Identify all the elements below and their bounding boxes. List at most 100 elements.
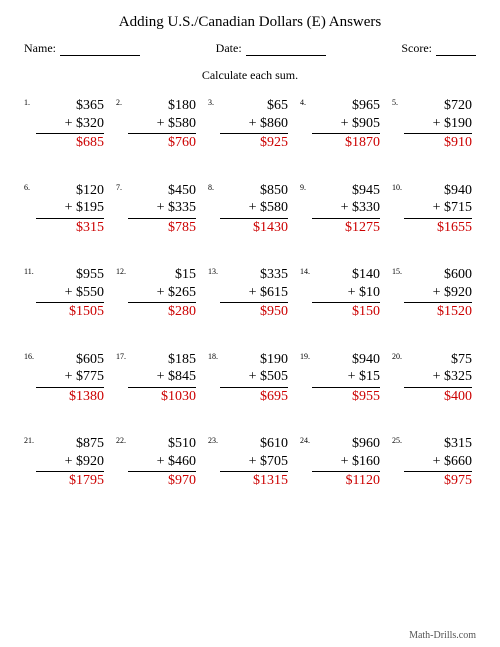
addend-bottom: + $580 [220,199,288,219]
problems-grid: 1.$365+ $320$6852.$180+ $580$7603.$65+ $… [24,97,476,490]
problem-body: $850+ $580$1430 [220,182,292,237]
addend-top: $510 [128,435,196,453]
addend-top: $965 [312,97,380,115]
problem-body: $15+ $265$280 [128,266,200,321]
problem-number: 14. [300,266,312,276]
addend-top: $955 [36,266,104,284]
problem-body: $185+ $845$1030 [128,351,200,406]
problem-body: $960+ $160$1120 [312,435,384,490]
problem-number: 9. [300,182,312,192]
problem-number: 10. [392,182,404,192]
problem: 12.$15+ $265$280 [116,266,200,321]
problem: 2.$180+ $580$760 [116,97,200,152]
answer: $685 [36,134,104,152]
name-blank [60,43,140,56]
addend-top: $365 [36,97,104,115]
problem-body: $965+ $905$1870 [312,97,384,152]
addend-top: $75 [404,351,472,369]
answer: $1505 [36,303,104,321]
addend-bottom: + $920 [36,453,104,473]
page-title: Adding U.S./Canadian Dollars (E) Answers [24,14,476,31]
addend-bottom: + $705 [220,453,288,473]
problem: 9.$945+ $330$1275 [300,182,384,237]
problem-number: 16. [24,351,36,361]
problem-body: $120+ $195$315 [36,182,108,237]
problem-number: 20. [392,351,404,361]
answer: $910 [404,134,472,152]
problem-body: $605+ $775$1380 [36,351,108,406]
date-field: Date: [216,41,326,56]
score-blank [436,43,476,56]
answer: $1120 [312,472,380,490]
problem-body: $610+ $705$1315 [220,435,292,490]
problem-number: 23. [208,435,220,445]
score-label: Score: [401,41,432,56]
addend-top: $600 [404,266,472,284]
problem-body: $720+ $190$910 [404,97,476,152]
addend-top: $960 [312,435,380,453]
answer: $1870 [312,134,380,152]
problem-body: $315+ $660$975 [404,435,476,490]
addend-top: $315 [404,435,472,453]
problem-body: $65+ $860$925 [220,97,292,152]
problem-number: 2. [116,97,128,107]
addend-bottom: + $15 [312,368,380,388]
addend-top: $120 [36,182,104,200]
problem: 10.$940+ $715$1655 [392,182,476,237]
answer: $970 [128,472,196,490]
addend-top: $65 [220,97,288,115]
addend-bottom: + $325 [404,368,472,388]
answer: $955 [312,388,380,406]
name-label: Name: [24,41,56,56]
date-blank [246,43,326,56]
addend-bottom: + $160 [312,453,380,473]
problem-body: $365+ $320$685 [36,97,108,152]
problem: 5.$720+ $190$910 [392,97,476,152]
addend-bottom: + $330 [312,199,380,219]
addend-top: $190 [220,351,288,369]
addend-bottom: + $190 [404,115,472,135]
answer: $1030 [128,388,196,406]
addend-bottom: + $335 [128,199,196,219]
answer: $1380 [36,388,104,406]
problem-number: 7. [116,182,128,192]
addend-bottom: + $10 [312,284,380,304]
problem: 22.$510+ $460$970 [116,435,200,490]
addend-top: $940 [312,351,380,369]
problem-body: $955+ $550$1505 [36,266,108,321]
addend-bottom: + $860 [220,115,288,135]
answer: $280 [128,303,196,321]
problem-number: 25. [392,435,404,445]
addend-bottom: + $265 [128,284,196,304]
problem: 25.$315+ $660$975 [392,435,476,490]
problem: 17.$185+ $845$1030 [116,351,200,406]
addend-top: $450 [128,182,196,200]
score-field: Score: [401,41,476,56]
addend-bottom: + $320 [36,115,104,135]
answer: $400 [404,388,472,406]
answer: $760 [128,134,196,152]
addend-bottom: + $905 [312,115,380,135]
addend-bottom: + $505 [220,368,288,388]
problem-body: $75+ $325$400 [404,351,476,406]
addend-top: $605 [36,351,104,369]
problem: 13.$335+ $615$950 [208,266,292,321]
problem-body: $140+ $10$150 [312,266,384,321]
problem-number: 3. [208,97,220,107]
answer: $1275 [312,219,380,237]
instruction-text: Calculate each sum. [24,68,476,83]
problem: 7.$450+ $335$785 [116,182,200,237]
addend-bottom: + $550 [36,284,104,304]
problem-number: 6. [24,182,36,192]
addend-bottom: + $660 [404,453,472,473]
problem-body: $940+ $715$1655 [404,182,476,237]
problem-body: $600+ $920$1520 [404,266,476,321]
date-label: Date: [216,41,242,56]
problem: 1.$365+ $320$685 [24,97,108,152]
problem-number: 17. [116,351,128,361]
problem-number: 15. [392,266,404,276]
answer: $150 [312,303,380,321]
problem: 18.$190+ $505$695 [208,351,292,406]
addend-top: $140 [312,266,380,284]
addend-top: $875 [36,435,104,453]
